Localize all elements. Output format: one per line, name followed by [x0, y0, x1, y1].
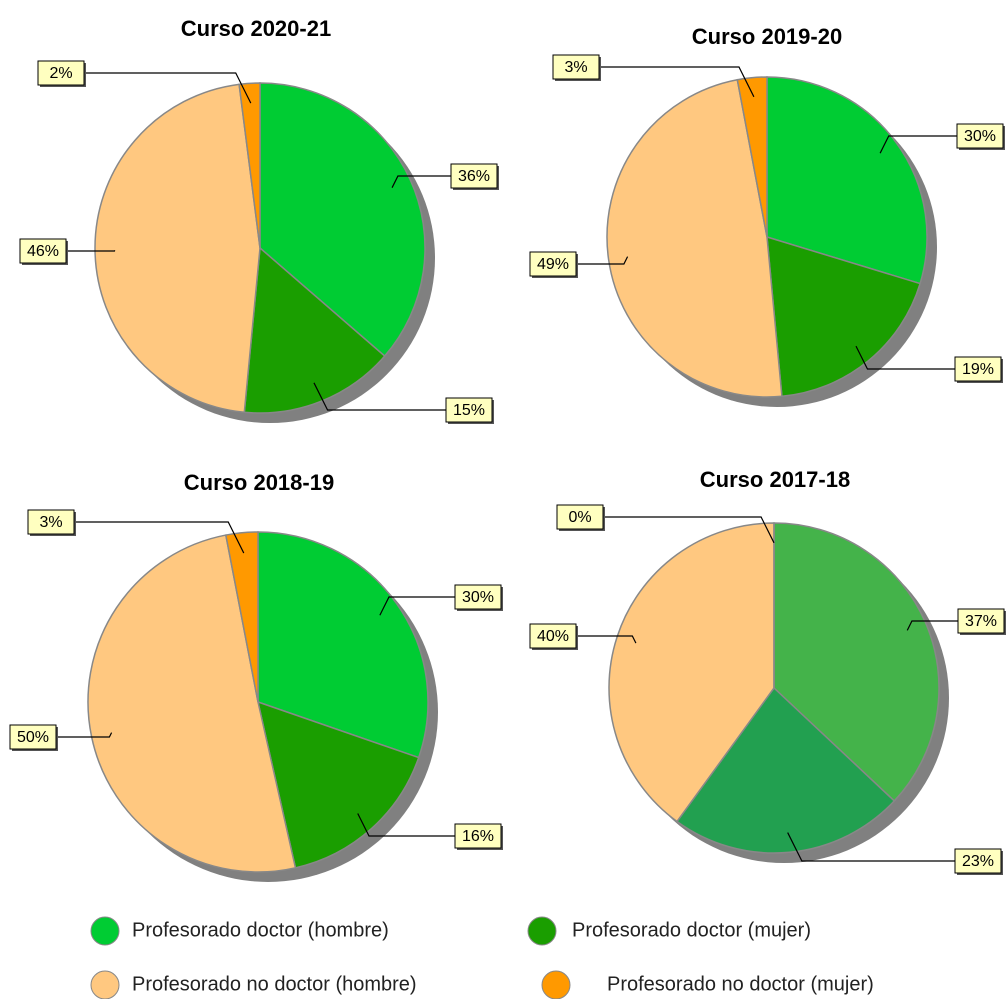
leader-line: [906, 620, 958, 631]
pie-slice: [608, 522, 775, 823]
label-box: [954, 848, 1002, 874]
value-label: 37%: [965, 613, 997, 630]
pie-slice: [606, 78, 783, 398]
pie-slice: [238, 82, 261, 249]
pie-slice: [257, 531, 429, 759]
leader-line: [357, 813, 455, 837]
label-box: [956, 123, 1004, 149]
legend-label: Profesorado no doctor (hombre): [132, 973, 417, 995]
pie-slice: [766, 235, 922, 398]
legend-label: Profesorado no doctor (mujer): [607, 973, 874, 995]
chart-title: Curso 2018-19: [184, 470, 334, 495]
value-label: 15%: [453, 402, 485, 419]
leader-line: [855, 345, 955, 370]
value-label: 3%: [39, 514, 62, 531]
value-label: 2%: [49, 65, 72, 82]
pie-slice: [766, 76, 928, 285]
legend-swatch: [541, 970, 571, 999]
leader-line: [313, 382, 446, 411]
legend-swatch: [90, 970, 120, 999]
value-label: 30%: [462, 589, 494, 606]
pie-slice: [736, 76, 768, 238]
pie-slice: [773, 522, 940, 803]
label-box: [954, 356, 1002, 382]
leader-line: [84, 72, 252, 104]
label-box: [37, 60, 85, 86]
value-label: 40%: [537, 628, 569, 645]
label-box: [552, 54, 600, 80]
value-label: 36%: [458, 168, 490, 185]
label-box: [19, 238, 67, 264]
legend-label: Profesorado doctor (mujer): [572, 919, 811, 941]
legend-swatch: [527, 916, 557, 946]
legend-label: Profesorado doctor (hombre): [132, 919, 389, 941]
pie-slice: [256, 700, 420, 869]
value-label: 49%: [537, 256, 569, 273]
leader-line: [66, 250, 116, 252]
leader-line: [379, 596, 455, 616]
leader-line: [603, 516, 775, 544]
pie-slice: [94, 83, 261, 414]
leader-line: [56, 732, 113, 738]
label-box: [9, 724, 57, 750]
chart-title: Curso 2019-20: [692, 24, 842, 49]
label-box: [454, 584, 502, 610]
chart-title: Curso 2020-21: [181, 16, 331, 41]
value-label: 46%: [27, 243, 59, 260]
pie-slice: [243, 246, 386, 414]
label-box: [27, 509, 75, 535]
pie-slice: [675, 686, 896, 854]
leader-line: [576, 635, 637, 644]
value-label: 16%: [462, 828, 494, 845]
label-box: [450, 163, 498, 189]
leader-line: [576, 256, 629, 265]
leader-line: [879, 135, 957, 154]
label-box: [957, 608, 1005, 634]
value-label: 19%: [962, 361, 994, 378]
chart-title: Curso 2017-18: [700, 467, 850, 492]
value-label: 30%: [964, 128, 996, 145]
leader-line: [787, 832, 955, 862]
label-box: [556, 504, 604, 530]
pie-slice: [259, 82, 426, 358]
value-label: 50%: [17, 729, 49, 746]
value-label: 0%: [568, 509, 591, 526]
leader-line: [599, 66, 755, 98]
leader-line: [391, 175, 451, 188]
value-label: 3%: [564, 59, 587, 76]
label-box: [529, 251, 577, 277]
value-label: 23%: [962, 853, 994, 870]
pie-slice: [224, 531, 259, 703]
label-box: [529, 623, 577, 649]
leader-line: [74, 521, 245, 554]
label-box: [454, 823, 502, 849]
legend-swatch: [90, 916, 120, 946]
label-box: [445, 397, 493, 423]
